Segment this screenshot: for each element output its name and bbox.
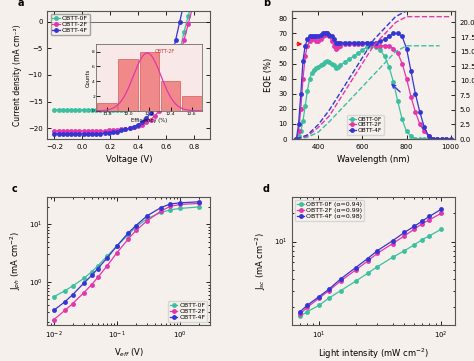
Legend: OBTT-0F, OBTT-2F, OBTT-4F: OBTT-0F, OBTT-2F, OBTT-4F	[168, 301, 207, 322]
Legend: OBTT-0F, OBTT-2F, OBTT-4F: OBTT-0F, OBTT-2F, OBTT-4F	[51, 14, 90, 35]
Legend: OBTT-0F, OBTT-2F, OBTT-4F: OBTT-0F, OBTT-2F, OBTT-4F	[347, 115, 383, 135]
Text: d: d	[263, 184, 270, 194]
X-axis label: Light intensity (mW cm$^{-2}$): Light intensity (mW cm$^{-2}$)	[318, 347, 429, 361]
Y-axis label: EQE (%): EQE (%)	[264, 58, 273, 92]
X-axis label: Wavelength (nm): Wavelength (nm)	[337, 156, 410, 165]
Text: a: a	[18, 0, 25, 8]
X-axis label: V$_{eff}$ (V): V$_{eff}$ (V)	[114, 347, 144, 359]
Text: c: c	[11, 184, 17, 194]
Legend: OBTT-0F (α=0.94), OBTT-2F (α=0.99), OBTT-4F (α=0.98): OBTT-0F (α=0.94), OBTT-2F (α=0.99), OBTT…	[295, 200, 365, 221]
Y-axis label: J$_{sc}$ (mA cm$^{-2}$): J$_{sc}$ (mA cm$^{-2}$)	[254, 232, 268, 290]
X-axis label: Voltage (V): Voltage (V)	[106, 156, 152, 165]
Text: b: b	[263, 0, 270, 8]
Y-axis label: Current density (mA cm⁻²): Current density (mA cm⁻²)	[13, 24, 22, 126]
Y-axis label: J$_{ph}$ (mA cm$^{-2}$): J$_{ph}$ (mA cm$^{-2}$)	[9, 231, 23, 291]
